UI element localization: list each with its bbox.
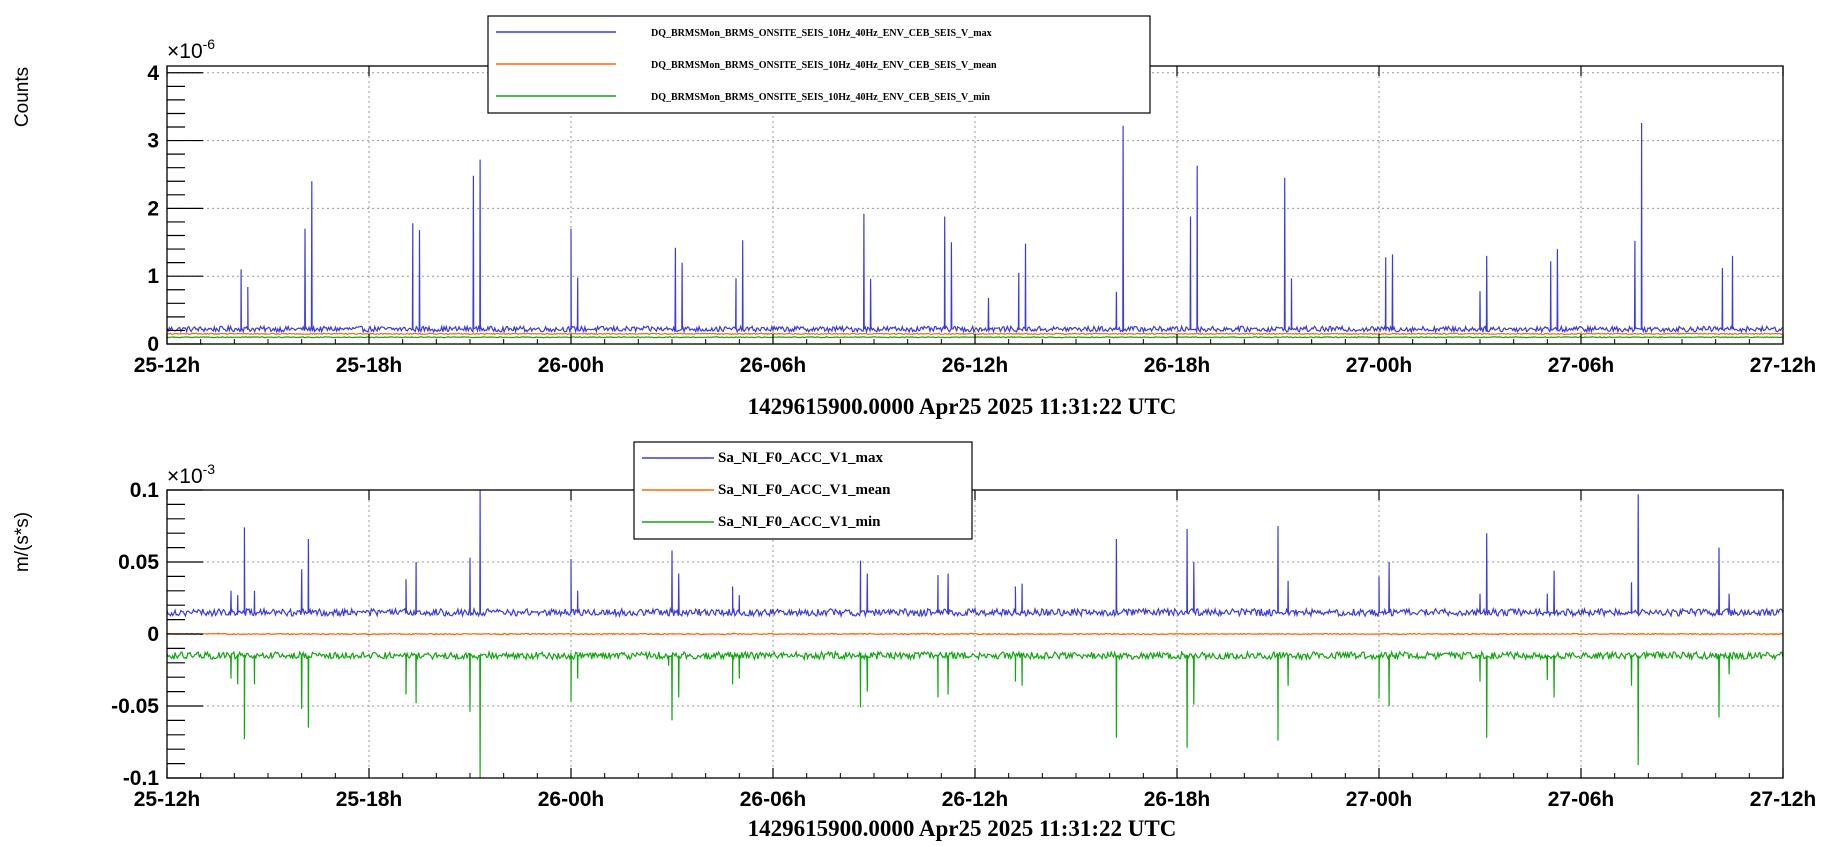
acceleration-chart-legend: Sa_NI_F0_ACC_V1_max Sa_NI_F0_ACC_V1_mean S…: [633, 441, 973, 540]
acceleration-chart-x-tick-label: 27-00h: [1346, 788, 1413, 811]
acceleration-chart-x-tick-labels: 25-12h 25-18h 26-00h 26-06h 26-12h 26-18h 27-0…: [134, 788, 1817, 811]
acceleration-chart-y-axis-label: m/(s*s): [12, 512, 33, 572]
counts-chart-series-line-1: [166, 122, 1784, 335]
acceleration-chart-series-line-2: [166, 632, 1784, 636]
counts-chart-y-tick-label: 3: [147, 130, 159, 153]
counts-chart-x-tick-label: 26-12h: [942, 354, 1009, 377]
counts-chart-legend-entry: DQ_BRMSMon_BRMS_ONSITE_SEIS_10Hz_40Hz_EN…: [651, 92, 990, 103]
acceleration-chart-series-line-1: [166, 489, 1784, 619]
counts-chart-y-tick-label: 4: [147, 62, 159, 85]
acceleration-chart-x-tick-label: 25-12h: [134, 788, 201, 811]
acceleration-chart-x-tick-label: 26-00h: [538, 788, 605, 811]
acceleration-chart-legend-entry: Sa_NI_F0_ACC_V1_min: [718, 514, 881, 530]
counts-chart-x-tick-label: 27-06h: [1548, 354, 1615, 377]
counts-chart-x-tick-label: 27-00h: [1346, 354, 1413, 377]
counts-chart-y-tick-labels: 0 1 2 3 4: [147, 62, 159, 356]
acceleration-chart-x-tick-label: 27-12h: [1750, 788, 1817, 811]
counts-chart-x-axis-title: 1429615900.0000 Apr25 2025 11:31:22 UTC: [748, 394, 1177, 419]
counts-chart-x-tick-label: 27-12h: [1750, 354, 1817, 377]
counts-chart-x-tick-labels: 25-12h 25-18h 26-00h 26-06h 26-12h 26-18h 27-0…: [134, 354, 1817, 377]
acceleration-chart-y-tick-label: 0.05: [118, 551, 159, 574]
acceleration-chart-x-tick-label: 26-12h: [942, 788, 1009, 811]
acceleration-chart-x-tick-label: 26-06h: [740, 788, 807, 811]
acceleration-chart-legend-entry: Sa_NI_F0_ACC_V1_mean: [718, 482, 891, 498]
counts-chart-y-axis-label: Counts: [12, 67, 33, 127]
acceleration-chart-series: [166, 489, 1784, 779]
acceleration-chart-exponent-base: ×10: [167, 465, 203, 488]
acceleration-chart-x-tick-label: 25-18h: [336, 788, 403, 811]
counts-chart-panel: 25-12h 25-18h 26-00h 26-06h 26-12h 26-18h 27-0…: [12, 15, 1817, 419]
counts-chart-ticks: [166, 66, 1784, 345]
counts-chart-y-exponent: ×10-6: [167, 36, 215, 63]
acceleration-chart-panel: 25-12h 25-18h 26-00h 26-06h 26-12h 26-18h 27-0…: [12, 441, 1817, 841]
acceleration-chart-y-tick-label: 0.1: [130, 479, 160, 502]
acceleration-chart-y-tick-label: -0.1: [123, 767, 160, 790]
acceleration-chart-x-axis-title: 1429615900.0000 Apr25 2025 11:31:22 UTC: [748, 816, 1177, 841]
counts-chart-y-tick-label: 0: [147, 333, 159, 356]
counts-chart-y-tick-label: 1: [147, 265, 159, 288]
counts-chart-x-tick-label: 26-06h: [740, 354, 807, 377]
acceleration-chart-x-tick-label: 26-18h: [1144, 788, 1211, 811]
acceleration-chart-legend-entry: Sa_NI_F0_ACC_V1_max: [718, 450, 884, 466]
counts-chart-x-tick-label: 25-18h: [336, 354, 403, 377]
acceleration-chart-y-exponent: ×10-3: [167, 461, 215, 488]
acceleration-chart-y-tick-labels: 0.1 0.05 0 -0.05 -0.1: [111, 479, 159, 790]
counts-chart-x-tick-label: 26-00h: [538, 354, 605, 377]
counts-chart-exponent-power: -6: [203, 36, 216, 52]
counts-chart-series: [166, 122, 1784, 339]
counts-chart-legend: DQ_BRMSMon_BRMS_ONSITE_SEIS_10Hz_40Hz_EN…: [487, 15, 1151, 114]
counts-chart-legend-entry: DQ_BRMSMon_BRMS_ONSITE_SEIS_10Hz_40Hz_EN…: [651, 28, 992, 39]
acceleration-chart-series-line-3: [166, 649, 1784, 779]
counts-chart-x-tick-label: 25-12h: [134, 354, 201, 377]
acceleration-chart-y-tick-label: 0: [147, 623, 159, 646]
acceleration-chart-x-tick-label: 27-06h: [1548, 788, 1615, 811]
counts-chart-legend-entry: DQ_BRMSMon_BRMS_ONSITE_SEIS_10Hz_40Hz_EN…: [651, 60, 997, 71]
counts-chart-y-tick-label: 2: [147, 197, 159, 220]
counts-chart-x-tick-label: 26-18h: [1144, 354, 1211, 377]
counts-chart-exponent-base: ×10: [167, 40, 203, 63]
acceleration-chart-exponent-power: -3: [203, 461, 216, 477]
acceleration-chart-y-tick-label: -0.05: [111, 695, 159, 718]
